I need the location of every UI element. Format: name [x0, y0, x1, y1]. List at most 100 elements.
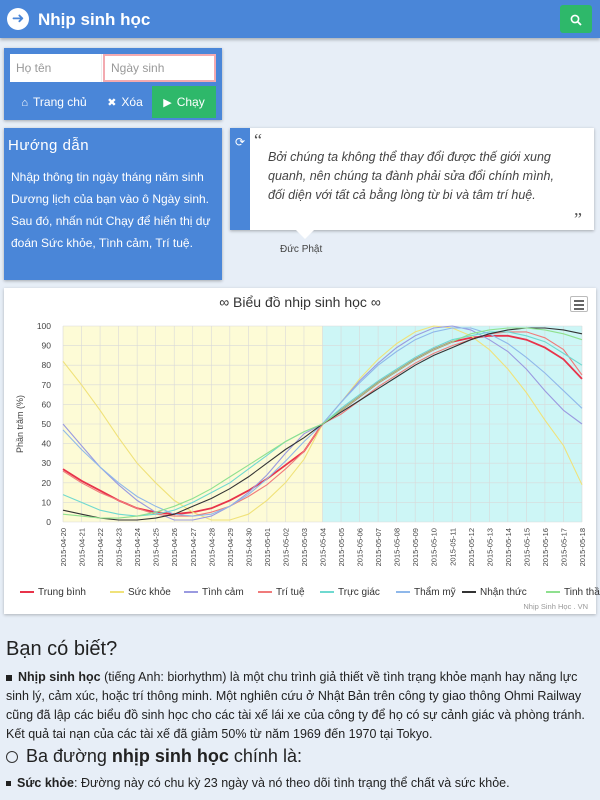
y-tick-label: 30 [42, 458, 52, 468]
guide-title: Hướng dẫn [8, 137, 90, 154]
quote-text: Bởi chúng ta không thể thay đổi được thế… [268, 150, 554, 202]
x-tick-label: 2015-05-16 [541, 528, 550, 566]
run-button-label: Chạy [176, 95, 205, 109]
did-you-know-title: Bạn có biết? [6, 638, 118, 660]
y-tick-label: 0 [46, 517, 51, 527]
legend-swatch [396, 591, 410, 594]
birth-form: ⌂ Trang chủ ✖ Xóa ▶ Chạy [4, 48, 222, 120]
arrow-right-circle-icon[interactable]: ➜ [7, 8, 29, 30]
series-line [62, 327, 583, 519]
play-icon: ▶ [163, 97, 172, 109]
heading-suffix: chính là: [228, 746, 302, 766]
legend-label: Sức khỏe [128, 587, 171, 598]
quote-card: ⟳ “ Bởi chúng ta không thể thay đổi được… [230, 128, 594, 239]
legend-swatch [258, 591, 272, 594]
close-quote-mark: ” [574, 209, 582, 229]
x-tick-label: 2015-05-14 [504, 528, 513, 566]
legend-label: Trí tuệ [276, 587, 305, 598]
home-icon: ⌂ [21, 97, 29, 109]
x-tick-label: 2015-04-22 [96, 528, 105, 566]
x-tick-label: 2015-05-03 [300, 528, 309, 566]
home-button[interactable]: ⌂ Trang chủ [10, 86, 98, 118]
chart-title: ∞ Biểu đồ nhịp sinh học ∞ [219, 294, 381, 310]
x-tick-label: 2015-04-28 [207, 528, 216, 566]
x-tick-label: 2015-04-24 [133, 528, 142, 566]
x-tick-label: 2015-05-13 [485, 528, 494, 566]
quote-tail [296, 230, 314, 239]
x-tick-label: 2015-05-05 [337, 528, 346, 566]
y-tick-label: 60 [42, 399, 52, 409]
legend-item[interactable]: Sức khỏe [110, 587, 171, 598]
legend-item[interactable]: Trí tuệ [258, 587, 305, 598]
x-tick-label: 2015-05-10 [430, 528, 439, 566]
item-term: Sức khỏe [17, 776, 74, 790]
bullet-dot [6, 781, 11, 787]
x-tick-label: 2015-05-06 [356, 528, 365, 566]
three-lines-heading: Ba đường nhịp sinh học chính là: [6, 746, 302, 767]
paragraph-text: (tiếng Anh: biorhythm) là một chu trình … [6, 670, 585, 741]
x-tick-label: 2015-05-11 [448, 528, 457, 566]
input-row [10, 54, 216, 82]
y-tick-label: 50 [42, 419, 52, 429]
heading-prefix: Ba đường [26, 746, 112, 766]
y-tick-label: 70 [42, 380, 52, 390]
x-tick-label: 2015-05-02 [281, 528, 290, 566]
biorhythm-chart: ∞ Biểu đồ nhịp sinh học ∞ 0 10 20 30 40 50 60 7… [4, 288, 600, 614]
x-tick-label: 2015-05-18 [578, 528, 587, 566]
home-button-label: Trang chủ [33, 95, 87, 109]
legend-item[interactable]: Tinh thần [546, 587, 600, 598]
biorhythm-term: Nhịp sinh học [18, 670, 101, 684]
x-tick-label: 2015-04-23 [115, 528, 124, 566]
y-tick-label: 80 [42, 360, 52, 370]
legend-item[interactable]: Trung bình [20, 587, 86, 598]
chart-credit: Nhịp Sinh Học . VN [523, 602, 588, 611]
x-tick-label: 2015-04-30 [244, 528, 253, 566]
refresh-quote-button[interactable]: ⟳ [230, 128, 250, 230]
legend-swatch [462, 591, 476, 594]
legend-swatch [184, 591, 198, 594]
x-tick-label: 2015-05-04 [319, 528, 328, 566]
legend-swatch [110, 591, 124, 594]
y-tick-label: 10 [42, 497, 52, 507]
bullet-circle [6, 751, 18, 764]
x-tick-label: 2015-05-09 [411, 528, 420, 566]
search-button[interactable] [560, 5, 592, 33]
y-tick-label: 40 [42, 439, 52, 449]
legend-item[interactable]: Nhận thức [462, 587, 527, 598]
y-tick-label: 100 [37, 321, 51, 331]
legend-item[interactable]: Tình cảm [184, 587, 244, 598]
top-navbar: ➜ Nhịp sinh học [0, 0, 600, 38]
legend-label: Trực giác [338, 587, 380, 598]
bullet-square [6, 674, 12, 681]
run-button[interactable]: ▶ Chạy [152, 86, 216, 118]
guide-panel: Hướng dẫn Nhập thông tin ngày tháng năm … [4, 128, 222, 280]
legend-swatch [546, 591, 560, 594]
app-title[interactable]: Nhịp sinh học [38, 10, 151, 29]
x-tick-label: 2015-04-26 [170, 528, 179, 566]
y-axis-label: Phần trăm (%) [15, 395, 25, 453]
x-tick-label: 2015-04-20 [59, 528, 68, 566]
clear-button[interactable]: ✖ Xóa [98, 86, 152, 118]
x-tick-label: 2015-05-01 [263, 528, 272, 566]
x-tick-label: 2015-05-07 [374, 528, 383, 566]
legend-item[interactable]: Trực giác [320, 587, 380, 598]
x-tick-label: 2015-05-08 [393, 528, 402, 566]
did-you-know-paragraph: Nhịp sinh học (tiếng Anh: biorhythm) là … [6, 668, 592, 744]
item-text: : Đường này có chu kỳ 23 ngày và nó theo… [74, 776, 510, 790]
legend-label: Thẩm mỹ [414, 587, 456, 598]
legend-swatch [20, 591, 34, 594]
guide-text: Nhập thông tin ngày tháng năm sinh Dương… [11, 170, 211, 250]
birthdate-input[interactable] [103, 54, 216, 82]
legend-label: Nhận thức [480, 587, 527, 598]
open-quote-mark: “ [254, 130, 262, 150]
legend-item[interactable]: Thẩm mỹ [396, 587, 456, 598]
x-tick-label: 2015-04-21 [78, 528, 87, 566]
legend-label: Trung bình [38, 587, 86, 598]
chart-menu-button[interactable] [570, 296, 588, 312]
x-tick-label: 2015-04-27 [189, 528, 198, 566]
y-tick-label: 90 [42, 341, 52, 351]
x-tick-label: 2015-05-15 [522, 528, 531, 566]
x-tick-label: 2015-05-12 [467, 528, 476, 566]
name-input[interactable] [10, 54, 102, 82]
refresh-icon: ⟳ [234, 135, 246, 149]
